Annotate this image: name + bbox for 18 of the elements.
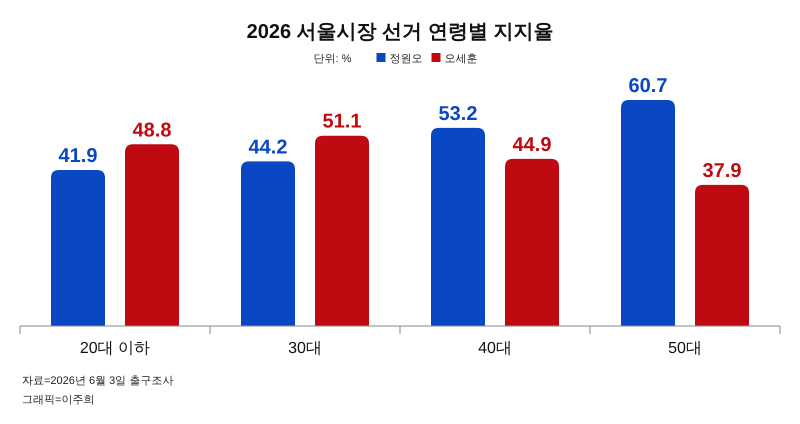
- x-tick-label: 20대 이하: [80, 340, 150, 357]
- data-label: 51.1: [322, 110, 362, 133]
- legend-title: 단위: %: [314, 53, 352, 65]
- chart-title: 2026 서울시장 선거 연령별 지지율: [246, 21, 554, 43]
- text: 자료=2026년 6월 3일 출구조사: [22, 375, 174, 387]
- data-label: 48.8: [132, 119, 172, 142]
- x-tick-label: 30대: [288, 340, 322, 357]
- legend-label: 오세훈: [444, 53, 478, 65]
- data-label: 53.2: [438, 102, 478, 125]
- data-label: 44.9: [512, 134, 552, 156]
- legend-label: 정원오: [390, 53, 422, 65]
- text: 그래픽=이주희: [22, 394, 94, 406]
- data-label: 37.9: [702, 160, 742, 182]
- x-tick-label: 50대: [668, 340, 702, 357]
- data-label: 41.9: [58, 144, 98, 167]
- data-label: 60.7: [628, 75, 668, 97]
- x-tick-label: 40대: [478, 340, 512, 357]
- data-label: 44.2: [248, 136, 288, 158]
